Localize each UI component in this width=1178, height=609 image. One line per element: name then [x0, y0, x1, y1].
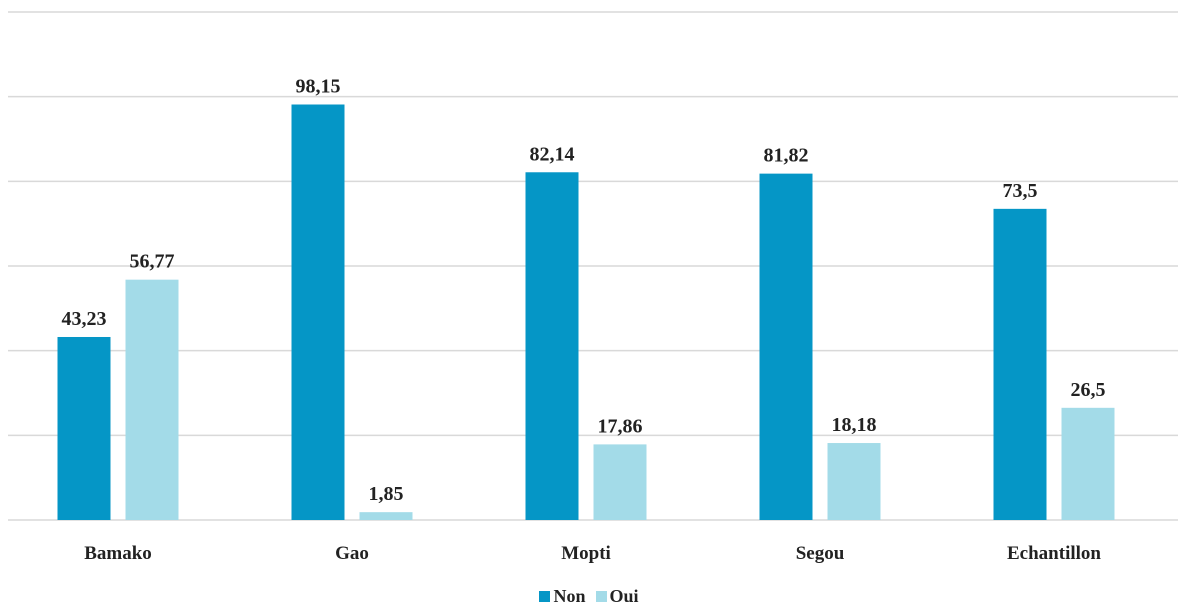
- data-label-non-segou: 81,82: [764, 145, 809, 167]
- legend-item-non: Non: [539, 586, 586, 607]
- data-label-oui-echantillon: 26,5: [1071, 379, 1106, 401]
- legend-swatch-non: [539, 591, 551, 602]
- bar-non-gao: [291, 104, 345, 520]
- data-label-non-echantillon: 73,5: [1003, 180, 1038, 202]
- bar-chart: 43,23 56,77 Bamako 98,15 1,85 Gao 82,14 17,86 Mo…: [8, 11, 1178, 564]
- data-label-oui-mopti: 17,86: [598, 415, 643, 437]
- legend-label-oui: Oui: [609, 586, 639, 606]
- category-label-echantillon: Echantillon: [1007, 543, 1101, 564]
- legend-label-non: Non: [553, 586, 586, 606]
- legend-swatch-oui: [595, 591, 607, 602]
- data-label-non-gao: 98,15: [296, 75, 341, 97]
- data-label-oui-segou: 18,18: [832, 414, 877, 436]
- bar-oui-segou: [827, 443, 881, 520]
- bar-non-segou: [759, 173, 813, 520]
- category-label-mopti: Mopti: [561, 543, 611, 564]
- bar-non-bamako: [57, 336, 111, 520]
- data-label-non-bamako: 43,23: [62, 308, 107, 330]
- data-label-oui-bamako: 56,77: [130, 251, 175, 273]
- bar-non-echantillon: [993, 208, 1047, 520]
- legend-item-oui: Oui: [595, 586, 639, 607]
- category-label-segou: Segou: [796, 543, 845, 564]
- bar-oui-mopti: [593, 444, 647, 520]
- data-label-non-mopti: 82,14: [530, 143, 575, 165]
- category-label-gao: Gao: [335, 543, 369, 564]
- bar-oui-bamako: [125, 279, 179, 520]
- data-label-oui-gao: 1,85: [369, 483, 404, 505]
- bar-oui-echantillon: [1061, 407, 1115, 520]
- bar-non-mopti: [525, 172, 579, 521]
- legend: Non Oui: [0, 586, 1178, 607]
- bar-oui-gao: [359, 512, 413, 520]
- category-label-bamako: Bamako: [84, 543, 152, 564]
